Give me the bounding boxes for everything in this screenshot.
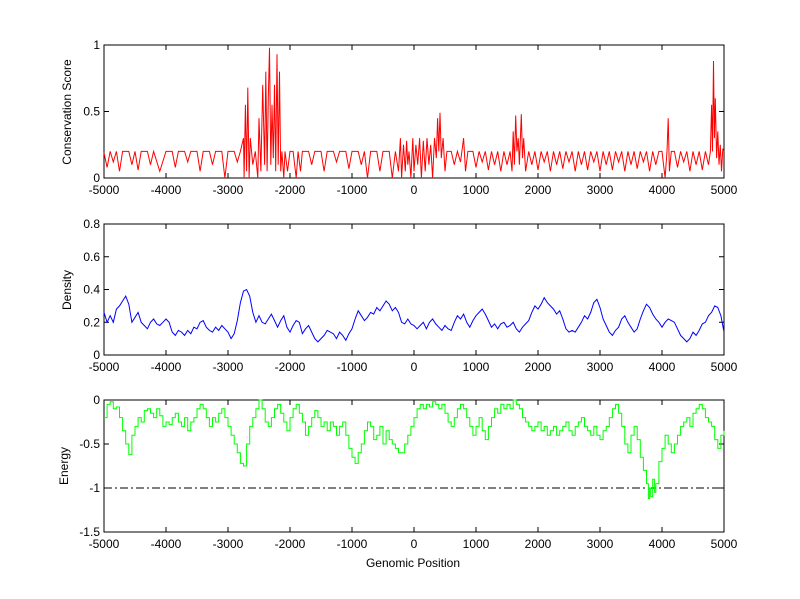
x-tick-label: 3000 — [587, 183, 614, 197]
x-tick-label: 4000 — [649, 360, 676, 374]
energy-plot-area: -5000 -4000 -3000 -2000 -1000 0 1000 2000 3000 40… — [79, 393, 737, 551]
x-tick-label: 5000 — [711, 537, 738, 551]
x-tick-label: -1000 — [337, 537, 368, 551]
y-tick-label: 0 — [93, 171, 100, 185]
x-tick-label: -3000 — [213, 537, 244, 551]
y-tick-label: -1.5 — [79, 525, 100, 539]
conservation-plot-area: -5000 -4000 -3000 -2000 -1000 0 1000 2000 3000 40… — [83, 38, 737, 197]
x-tick-label: 5000 — [711, 360, 738, 374]
y-tick-label: -0.5 — [79, 437, 100, 451]
x-tick-label: -3000 — [213, 360, 244, 374]
x-tick-label: -2000 — [275, 183, 306, 197]
density-plot-area: -5000 -4000 -3000 -2000 -1000 0 1000 2000 3000 40… — [83, 217, 737, 374]
series-line — [103, 288, 725, 343]
x-tick-label: 0 — [411, 360, 418, 374]
x-tick-label: 3000 — [587, 537, 614, 551]
series-line — [103, 47, 725, 179]
density-ylabel: Density — [60, 270, 74, 310]
energy-panel: -5000 -4000 -3000 -2000 -1000 0 1000 2000 3000 40… — [57, 393, 738, 551]
series-line — [104, 399, 725, 500]
y-tick-label: 0.4 — [83, 283, 100, 297]
x-tick-label: -2000 — [275, 537, 306, 551]
x-tick-label: 2000 — [525, 360, 552, 374]
x-tick-label: -4000 — [151, 537, 182, 551]
x-tick-label: 2000 — [525, 183, 552, 197]
y-tick-label: 0 — [93, 393, 100, 407]
x-tick-label: 4000 — [649, 537, 676, 551]
x-tick-label: -4000 — [151, 183, 182, 197]
x-tick-label: 2000 — [525, 537, 552, 551]
x-tick-label: 1000 — [463, 183, 490, 197]
x-tick-label: 0 — [411, 537, 418, 551]
x-tick-label: 1000 — [463, 360, 490, 374]
energy-ylabel: Energy — [57, 447, 71, 485]
density-panel: -5000 -4000 -3000 -2000 -1000 0 1000 2000 3000 40… — [60, 217, 738, 374]
x-tick-label: -5000 — [89, 360, 120, 374]
conservation-ylabel: Conservation Score — [60, 59, 74, 165]
x-tick-label: 0 — [411, 183, 418, 197]
x-axis-label: Genomic Position — [366, 556, 460, 570]
x-tick-label: -5000 — [89, 537, 120, 551]
x-tick-label: 4000 — [649, 183, 676, 197]
y-tick-label: -1 — [89, 481, 100, 495]
x-tick-label: 5000 — [711, 183, 738, 197]
y-tick-label: 0.5 — [83, 105, 100, 119]
y-tick-label: 0.8 — [83, 217, 100, 231]
x-tick-label: -3000 — [213, 183, 244, 197]
conservation-panel: -5000 -4000 -3000 -2000 -1000 0 1000 2000 3000 40… — [60, 38, 738, 197]
x-tick-label: -5000 — [89, 183, 120, 197]
y-tick-label: 0 — [93, 348, 100, 362]
x-tick-label: -1000 — [337, 360, 368, 374]
x-tick-label: 1000 — [463, 537, 490, 551]
y-tick-label: 1 — [93, 38, 100, 52]
y-tick-label: 0.6 — [83, 250, 100, 264]
x-tick-label: -1000 — [337, 183, 368, 197]
y-tick-label: 0.2 — [83, 315, 100, 329]
x-tick-label: 3000 — [587, 360, 614, 374]
x-tick-label: -2000 — [275, 360, 306, 374]
x-tick-label: -4000 — [151, 360, 182, 374]
